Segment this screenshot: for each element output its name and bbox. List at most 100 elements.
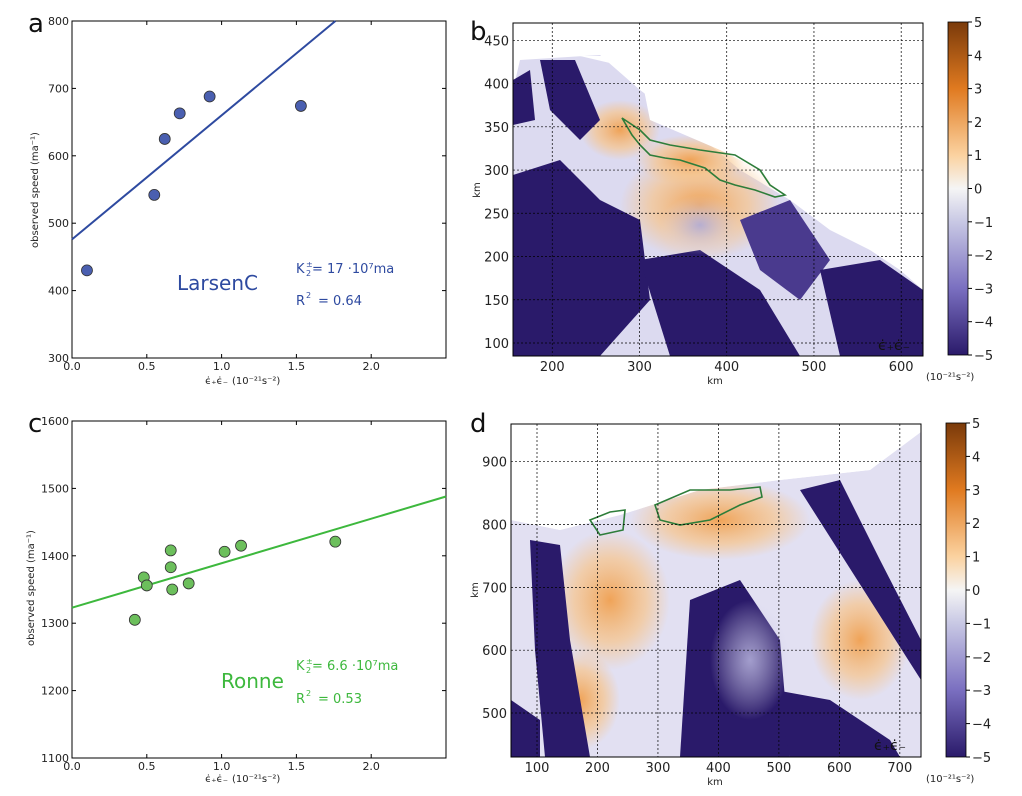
c-xtick-label: 1.0 (213, 760, 231, 773)
colorbar-ticks-b: 5 4 3 2 1 0 −1 −2 −3 −4 −5 (968, 16, 993, 364)
scatter-plot-c: 0.0 0.5 1.0 1.5 2.0110012001300140015001600 … (26, 415, 447, 785)
c-fit-line (71, 495, 447, 609)
c-data-point (218, 545, 231, 558)
b-cbar-label: 0 (974, 183, 982, 198)
a-data-point (148, 188, 161, 201)
r2-value-c: = 0.53 (318, 692, 362, 707)
a-xtick-label: 0.0 (63, 360, 81, 373)
b-cbar-label: −1 (974, 216, 993, 231)
panel-label-c: c (28, 409, 42, 439)
c-ytick-label: 1300 (41, 617, 69, 630)
k-label-c-sub: 2 (306, 666, 311, 675)
d-xtick-label: 400 (706, 761, 731, 776)
shelf-outline-d1 (588, 509, 626, 536)
k-label-c-sup: ± (306, 657, 313, 666)
b-cbar-label: −4 (974, 316, 993, 331)
a-ytick-label: 600 (48, 150, 69, 163)
k-label-a-sup: ± (306, 260, 313, 269)
c-data-point (140, 579, 153, 592)
b-cbar-label: 5 (974, 16, 982, 31)
ocean-d (511, 424, 921, 530)
tick-group-a: 0.0 0.5 1.0 1.5 2.0 300 400 500 600 700 800 (48, 15, 446, 373)
b-xtick-label: 500 (802, 360, 827, 375)
d-cbar-label: 1 (972, 551, 980, 566)
b-ytick-label: 350 (484, 121, 509, 136)
purple-inlet-b6 (820, 260, 923, 356)
c-data-point (166, 583, 179, 596)
ocean-b (580, 56, 923, 270)
c-data-point (128, 613, 141, 626)
tick-group-d: 100 200 300 400 500 600 700 500 600 700 800 900 (482, 456, 912, 776)
r2-label-a: R (296, 294, 305, 309)
panel-label-d: d (470, 409, 487, 439)
d-ytick-label: 800 (482, 519, 507, 534)
a-ytick-label: 800 (48, 15, 69, 28)
a-ytick-label: 400 (48, 285, 69, 298)
c-xtick-label: 0.5 (138, 760, 156, 773)
a-xtick-label: 2.0 (362, 360, 380, 373)
d-xtick-label: 200 (585, 761, 610, 776)
c-data-point (164, 561, 177, 574)
d-ytick-label: 700 (482, 581, 507, 596)
r2-label-a-sup: 2 (306, 291, 311, 300)
tick-group-c: 0.0 0.5 1.0 1.5 2.0 1100 1200 1300 1400 1500 1600 (41, 415, 446, 773)
d-cbar-label: 0 (972, 584, 980, 599)
xlabel-d: km (707, 777, 723, 788)
c-ytick-label: 1600 (41, 415, 69, 428)
lavender-zone-b (660, 195, 740, 255)
b-ytick-label: 400 (484, 78, 509, 93)
c-xtick-label: 2.0 (362, 760, 380, 773)
k-label-c: K (296, 659, 305, 674)
ice-stream-d1 (530, 540, 590, 757)
ice-stream-d3 (775, 690, 900, 757)
d-cbar-label: −2 (972, 651, 991, 666)
b-cbar-label: 2 (974, 116, 982, 131)
a-xtick-label: 1.5 (288, 360, 306, 373)
c-ytick-label: 1500 (41, 482, 69, 495)
a-data-point (158, 133, 171, 145)
plot-frame-a (71, 20, 447, 359)
heatmap-map-b: 200 300 400 500 600100150200250300350400450 … (472, 16, 993, 387)
k-value-a: = 17 ·10⁷ma (312, 262, 394, 277)
purple-inlet-b1 (513, 160, 650, 356)
panel-label-a: a (28, 9, 44, 39)
map-field-d (511, 424, 921, 757)
d-ytick-label: 600 (482, 644, 507, 659)
ylabel-a: observed speed (ma⁻¹) (30, 132, 41, 248)
xlabel-unit-c: (10⁻²¹s⁻²) (232, 774, 280, 785)
d-xtick-label: 300 (646, 761, 671, 776)
d-cbar-label: −1 (972, 617, 991, 632)
a-xtick-label: 1.0 (213, 360, 231, 373)
b-ytick-label: 450 (484, 34, 509, 49)
r2-label-c: R (296, 692, 305, 707)
b-xtick-label: 200 (540, 360, 565, 375)
ylabel-d: km (470, 582, 481, 598)
b-xtick-label: 300 (627, 360, 652, 375)
colorbar-ticks-d: 5 4 3 2 1 0 −1 −2 −3 −4 −5 (966, 417, 991, 766)
d-cbar-label: 2 (972, 517, 980, 532)
map-field-b (513, 55, 923, 356)
label-larsenc: LarsenC (177, 271, 258, 295)
map-frame-d (510, 423, 922, 758)
a-ytick-label: 300 (48, 352, 69, 365)
ice-stream-d5 (511, 700, 540, 757)
d-ytick-label: 500 (482, 707, 507, 722)
b-cbar-label: −2 (974, 249, 993, 264)
field-label-b: ϵ̇₊ϵ̇₋ (878, 338, 910, 354)
grid-b (513, 23, 923, 356)
b-ytick-label: 300 (484, 164, 509, 179)
b-cbar-label: −5 (974, 349, 993, 364)
colorbar-unit-b: (10⁻²¹s⁻²) (926, 372, 974, 383)
c-data-point (182, 577, 195, 590)
d-cbar-label: −4 (972, 718, 991, 733)
b-xtick-label: 400 (714, 360, 739, 375)
a-data-point (173, 107, 186, 120)
shelf-outline-b (621, 117, 788, 198)
b-cbar-label: 4 (974, 49, 982, 64)
plot-frame-c (71, 420, 447, 759)
k-label-a-sub: 2 (306, 269, 311, 278)
a-fit-line (71, 20, 337, 241)
colorbar-b (947, 21, 969, 356)
